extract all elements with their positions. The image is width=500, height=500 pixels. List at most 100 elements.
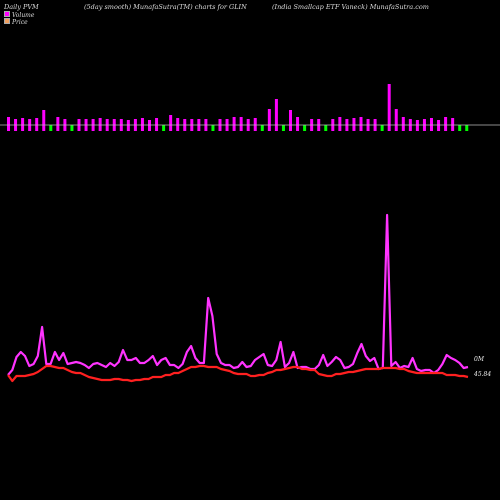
volume-bar-down: [274, 125, 278, 131]
volume-bar-down: [331, 125, 335, 131]
volume-bar-down: [232, 125, 236, 131]
volume-bar-up: [437, 120, 441, 125]
volume-bar-up: [317, 119, 321, 125]
volume-bar-down: [458, 125, 462, 131]
volume-bar-down: [239, 125, 243, 131]
volume-bar-down: [437, 125, 441, 131]
volume-bar-down: [338, 125, 342, 131]
volume-bar-down: [155, 125, 159, 131]
volume-bar-up: [183, 119, 187, 125]
volume-bar-down: [225, 125, 229, 131]
volume-bar-up: [148, 120, 151, 125]
volume-bar-up: [119, 119, 123, 125]
volume-bar-down: [324, 125, 328, 131]
volume-bar-up: [408, 119, 412, 125]
volume-bar-up: [310, 119, 314, 125]
chart-header-right: (India Smallcap ETF Vaneck) MunafaSutra.…: [272, 3, 429, 11]
volume-bar-down: [84, 125, 88, 131]
legend-volume-swatch: [4, 11, 10, 17]
volume-bar-down: [260, 125, 264, 131]
volume-bar-down: [112, 125, 116, 131]
volume-bar-down: [126, 125, 130, 131]
volume-bar-down: [430, 125, 433, 131]
volume-bar-down: [91, 125, 95, 131]
volume-bar-down: [140, 125, 144, 131]
volume-bar-down: [63, 125, 67, 131]
volume-bar-up: [246, 119, 250, 125]
volume-bar-up: [225, 119, 229, 125]
volume-bar-down: [401, 125, 405, 131]
volume-bar-down: [296, 125, 300, 131]
price-line: [7, 364, 469, 383]
volume-bar-up: [338, 117, 342, 125]
volume-bar-down: [148, 125, 151, 131]
volume-bar-down: [451, 125, 455, 131]
volume-bar-down: [408, 125, 412, 131]
volume-bar-up: [289, 110, 292, 125]
volume-bar-down: [14, 125, 18, 131]
volume-bar-up: [98, 118, 102, 125]
volume-bar-up: [14, 119, 18, 125]
volume-bar-down: [415, 125, 419, 131]
volume-bar-up: [352, 118, 356, 125]
volume-bar-down: [49, 125, 53, 131]
volume-bar-up: [63, 119, 67, 125]
legend-price-swatch: [4, 18, 10, 24]
volume-bar-up: [239, 117, 243, 125]
volume-bar-down: [303, 125, 307, 131]
legend-volume-label: Volume: [12, 12, 35, 19]
volume-bar-down: [56, 125, 60, 131]
volume-bar-up: [373, 119, 377, 125]
volume-bar-down: [317, 125, 321, 131]
volume-bar-up: [430, 118, 433, 125]
volume-bar-up: [77, 119, 81, 125]
volume-bar-down: [183, 125, 187, 131]
volume-bar-up: [190, 119, 194, 125]
volume-bar-up: [126, 120, 130, 125]
volume-bar-down: [289, 125, 292, 131]
volume-line: [7, 213, 469, 376]
volume-bar-up: [35, 118, 39, 125]
volume-bar-down: [35, 125, 39, 131]
price-last-label: 45.84: [473, 371, 491, 378]
chart-header-left: Daily PVM: [4, 3, 39, 11]
volume-bar-down: [105, 125, 109, 131]
volume-bar-down: [387, 125, 391, 131]
volume-bar-down: [366, 125, 370, 131]
volume-bar-up: [42, 110, 46, 125]
volume-bar-down: [7, 125, 10, 131]
volume-bar-up: [133, 119, 137, 125]
volume-bar-up: [232, 117, 236, 125]
volume-bar-up: [274, 99, 278, 125]
volume-bar-down: [380, 125, 384, 131]
volume-bar-up: [387, 84, 391, 125]
volume-bar-down: [465, 125, 469, 131]
volume-bar-down: [162, 125, 166, 131]
volume-bar-up: [267, 109, 271, 125]
volume-bar-up: [451, 118, 455, 125]
volume-bar-up: [331, 119, 335, 125]
volume-bar-down: [253, 125, 257, 131]
volume-bar-up: [204, 119, 208, 125]
volume-bar-down: [281, 125, 285, 131]
volume-bar-down: [246, 125, 250, 131]
volume-bar-up: [218, 119, 222, 125]
chart-header-center: (5day smooth) MunafaSutra(TM) charts for…: [84, 3, 247, 11]
volume-bar-down: [197, 125, 201, 131]
series-lines: [7, 213, 469, 383]
volume-bar-down: [267, 125, 271, 131]
volume-bar-up: [359, 117, 363, 125]
volume-bar-down: [218, 125, 222, 131]
volume-bar-down: [204, 125, 208, 131]
volume-bar-up: [140, 118, 144, 125]
volume-bar-down: [176, 125, 180, 131]
volume-bar-up: [105, 119, 109, 125]
volume-bar-down: [169, 125, 173, 131]
volume-bar-up: [21, 118, 25, 125]
volume-bar-down: [28, 125, 32, 131]
volume-bar-down: [133, 125, 137, 131]
volume-bar-down: [98, 125, 102, 131]
volume-bar-up: [176, 118, 180, 125]
volume-bar-up: [91, 119, 95, 125]
volume-bar-down: [352, 125, 356, 131]
